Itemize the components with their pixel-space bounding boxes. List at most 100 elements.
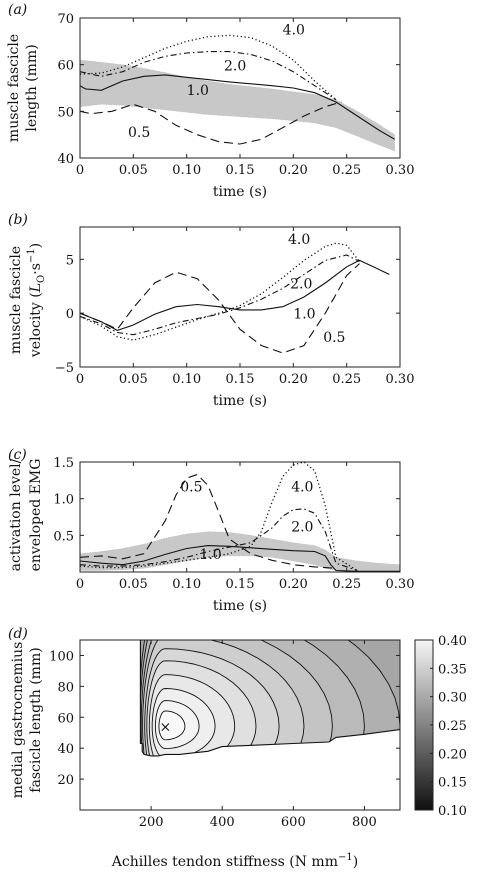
series-label-1-0: 1.0 (199, 547, 221, 563)
series-label-2-0: 2.0 (224, 58, 246, 74)
x-tick-label: 0.05 (119, 163, 148, 178)
colorbar-tick-label: 0.20 (438, 747, 467, 762)
variability-band (80, 531, 400, 572)
x-tick-label: 0.20 (279, 163, 308, 178)
x-axis-label: time (s) (213, 184, 267, 200)
x-tick-label: 0.05 (119, 372, 148, 387)
x-tick-label: 200 (139, 815, 164, 830)
panel-label: (c) (8, 447, 27, 463)
x-tick-label: 0.25 (332, 577, 361, 592)
x-tick-label: 0.25 (332, 372, 361, 387)
panel-label: (d) (8, 626, 28, 642)
colorbar-tick-label: 0.30 (438, 691, 467, 706)
region-boundary (139, 640, 400, 757)
series-line-2-0 (80, 254, 360, 336)
y-tick-label: 40 (57, 742, 74, 757)
panel-b: (b) 4.0 2.0 1.0 0.5 0 0.05 0.10 0.15 0.20 0.25 0.30… (8, 212, 414, 409)
series-label-1-0: 1.0 (293, 307, 315, 323)
colorbar-tick-label: 0.10 (438, 804, 467, 819)
y-axis-label-line1: muscle fascicle (8, 246, 24, 354)
x-axis-label: time (s) (213, 598, 267, 614)
panel-label: (a) (8, 2, 27, 18)
y-axis-label-line2: enveloped EMG (28, 459, 44, 572)
y-tick-label: 0.5 (53, 529, 74, 544)
series-label-2-0: 2.0 (290, 276, 312, 292)
colorbar-tick-label: 0.40 (438, 634, 467, 649)
y-axis-label-line2: length (mm) (24, 44, 40, 131)
panel-a: (a) 4.0 2.0 1.0 0.5 0 0.05 0.10 0.15 0.20 0.25 0.30… (6, 2, 414, 200)
series-line-1-0 (80, 545, 400, 572)
x-tick-label: 0.10 (172, 372, 201, 387)
plot-area (80, 462, 400, 572)
axes-frame (79, 639, 401, 811)
series-label-4-0: 4.0 (283, 22, 305, 38)
series-line-4-0 (80, 242, 361, 341)
x-tick-label: 0.05 (119, 577, 148, 592)
y-tick-label: 1.5 (53, 456, 74, 471)
infeasible-region (80, 640, 400, 810)
colorbar-tick-label: 0.25 (438, 719, 467, 734)
y-tick-label: 70 (57, 12, 74, 27)
x-tick-label: 0.30 (386, 372, 415, 387)
y-tick-label: 50 (57, 105, 74, 120)
x-tick-label: 0.15 (226, 163, 255, 178)
x-tick-label: 0 (76, 577, 84, 592)
plot-area (80, 640, 400, 810)
panel-d: (d) × 0.10 0.15 0.20 0.25 0.30 0.35 0.40 200 400 60… (8, 626, 467, 870)
series-label-4-0: 4.0 (291, 479, 313, 495)
series-label-1-0: 1.0 (187, 83, 209, 99)
optimum-marker: × (159, 720, 171, 736)
series-label-4-0: 4.0 (288, 232, 310, 248)
y-axis-label-line2: velocity (LO·s−1) (26, 243, 47, 358)
series-line-0-5 (80, 101, 342, 145)
series-line-1-0 (80, 259, 390, 331)
y-tick-label: 5 (66, 253, 74, 268)
x-tick-label: 0.25 (332, 163, 361, 178)
series-label-0-5: 0.5 (128, 125, 150, 141)
series-label-0-5: 0.5 (180, 479, 202, 495)
x-tick-label: 0.20 (279, 372, 308, 387)
x-tick-label: 0.10 (172, 163, 201, 178)
series-line-0-5 (80, 263, 360, 354)
x-tick-label: 0.15 (226, 577, 255, 592)
x-axis-label: time (s) (213, 393, 267, 409)
contour-line (158, 710, 186, 741)
x-tick-label: 0.30 (386, 163, 415, 178)
y-tick-label: 60 (57, 711, 74, 726)
panel-c: (c) 4.0 2.0 1.0 0.5 0 0.05 0.10 0.15 0.20 0.25 0.30… (8, 447, 414, 614)
x-tick-label: 0.20 (279, 577, 308, 592)
series-line-4-0 (80, 462, 358, 572)
x-tick-label: 0 (76, 163, 84, 178)
series-label-2-0: 2.0 (291, 520, 313, 536)
y-tick-label: 1.0 (53, 493, 74, 508)
x-tick-label: 0 (76, 372, 84, 387)
y-axis-label-line1: medial gastrocnemius (10, 642, 26, 799)
x-axis-label: Achilles tendon stiffness (N mm−1) (111, 852, 358, 870)
x-tick-label: 600 (281, 815, 306, 830)
y-tick-label: 40 (57, 152, 74, 167)
y-axis-label-line1: activation level/ (8, 458, 24, 571)
y-tick-label: 80 (57, 680, 74, 695)
series-line-1-0 (80, 74, 395, 140)
series-line-0-5 (80, 473, 337, 569)
series-line-2-0 (80, 51, 337, 101)
plot-area (80, 242, 390, 354)
x-tick-label: 0.15 (226, 372, 255, 387)
panel-label: (b) (8, 212, 28, 228)
y-axis-label-line1: muscle fascicle (6, 34, 22, 142)
y-tick-label: 0 (66, 307, 74, 322)
y-tick-label: 100 (49, 649, 74, 664)
x-tick-label: 400 (210, 815, 235, 830)
series-label-0-5: 0.5 (323, 330, 345, 346)
colorbar-tick-label: 0.15 (438, 776, 467, 791)
y-tick-label: 60 (57, 59, 74, 74)
y-axis-label-line2: fascicle length (mm) (28, 647, 44, 792)
series-line-2-0 (80, 508, 358, 572)
y-tick-label: 20 (57, 773, 74, 788)
plot-area (80, 34, 395, 152)
x-tick-label: 0.10 (172, 577, 201, 592)
x-tick-label: 800 (352, 815, 377, 830)
axes-frame (79, 226, 401, 368)
x-tick-label: 0.30 (386, 577, 415, 592)
